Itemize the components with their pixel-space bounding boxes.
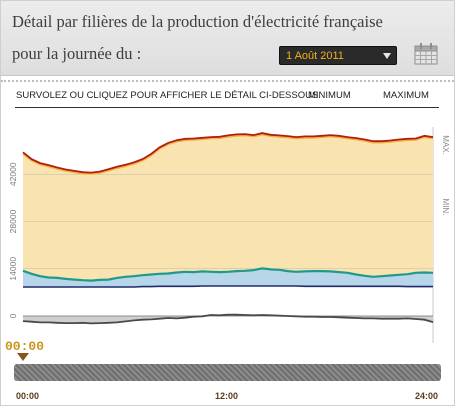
cursor-marker[interactable] xyxy=(17,353,29,361)
series-navy-line xyxy=(23,285,433,288)
y-tick-label: 14000 xyxy=(8,257,18,281)
series-teal-line xyxy=(22,267,434,282)
cursor-time[interactable]: 00:00 xyxy=(5,339,45,354)
hover-hint: SURVOLEZ OU CLIQUEZ POUR AFFICHER LE DÉT… xyxy=(16,90,321,101)
widget-header: Détail par filières de la production d'é… xyxy=(1,1,454,76)
maximum-link[interactable]: MAXIMUM xyxy=(383,90,429,101)
timeline-scrubber[interactable] xyxy=(14,364,441,381)
top-edge-glow xyxy=(22,133,434,175)
minimum-link[interactable]: MINIMUM xyxy=(308,90,351,101)
date-select[interactable]: 1 Août 2011 xyxy=(279,46,397,65)
y-tick-label: 28000 xyxy=(8,209,18,233)
y-tick-label: 0 xyxy=(8,313,18,318)
instructions-bar: SURVOLEZ OU CLIQUEZ POUR AFFICHER LE DÉT… xyxy=(1,87,454,105)
page-title: Détail par filières de la production d'é… xyxy=(12,12,383,31)
side-label-min: MIN. xyxy=(441,199,450,216)
time-label-start: 00:00 xyxy=(16,391,40,401)
series-total-line xyxy=(22,132,434,174)
series-gray-line xyxy=(22,313,434,325)
chevron-down-icon xyxy=(383,53,391,59)
y-tick-label: 42000 xyxy=(8,162,18,186)
blue-area-fill xyxy=(23,268,433,287)
time-label-end: 24:00 xyxy=(415,391,439,401)
time-label-mid: 12:00 xyxy=(215,391,239,401)
calendar-icon[interactable] xyxy=(414,42,439,66)
dotted-separator xyxy=(1,80,454,82)
side-label-max: MAX. xyxy=(441,135,450,155)
top-area-fill xyxy=(23,133,433,281)
production-chart[interactable]: 0 14000 28000 42000 MAX. MIN. xyxy=(1,111,454,343)
instructions-underline xyxy=(15,107,439,108)
date-value: 1 Août 2011 xyxy=(286,50,344,62)
date-prompt: pour la journée du : xyxy=(12,44,142,63)
